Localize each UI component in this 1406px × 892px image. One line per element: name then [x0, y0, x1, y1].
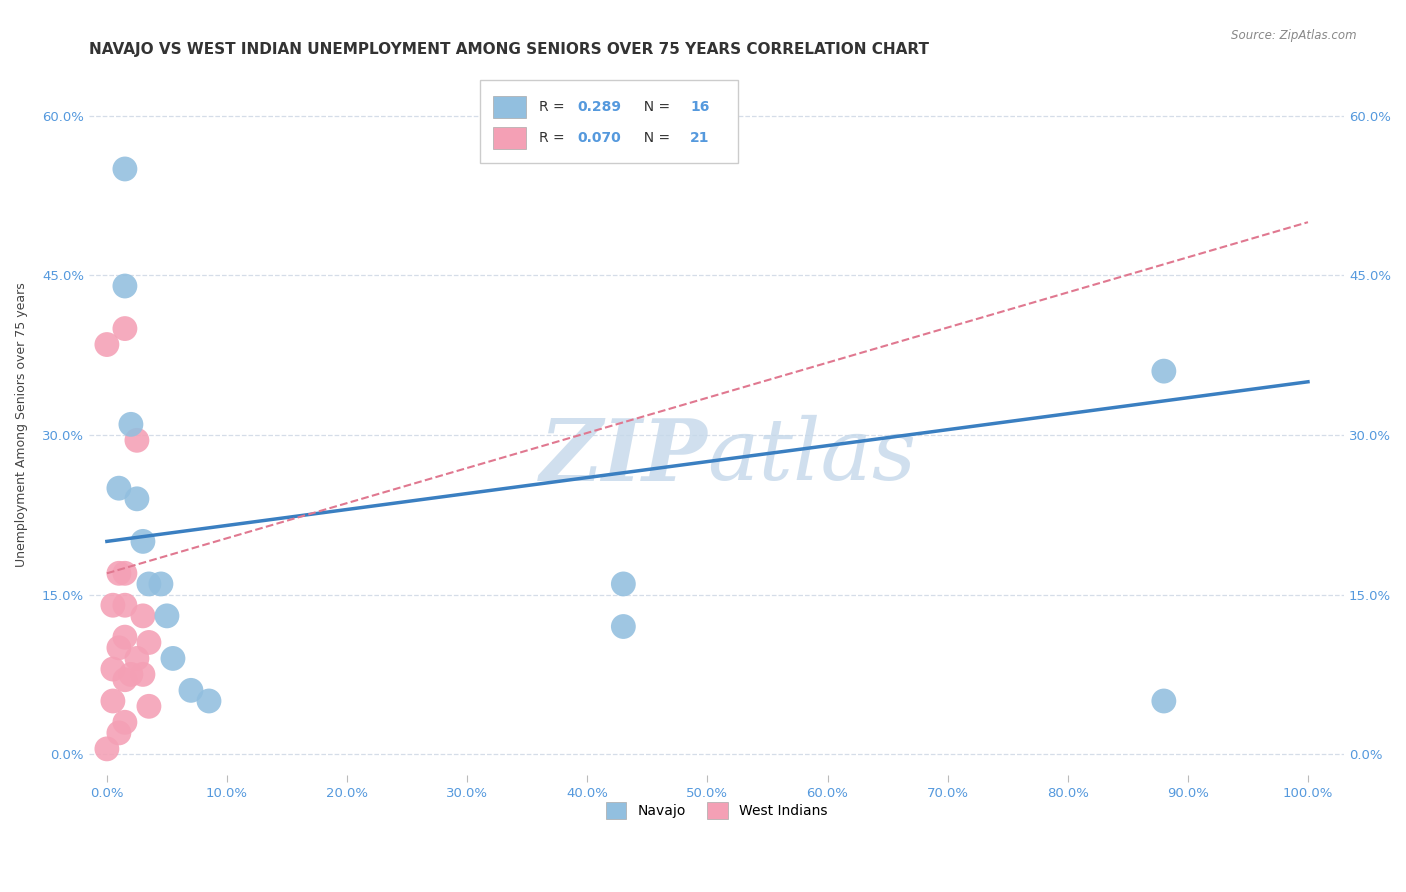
Point: [114, 715, 136, 730]
Point: [96, 742, 118, 756]
Legend: Navajo, West Indians: Navajo, West Indians: [600, 797, 832, 825]
Text: 16: 16: [690, 100, 710, 114]
Point: [156, 608, 179, 623]
Point: [120, 417, 142, 432]
Point: [108, 481, 131, 495]
Point: [96, 337, 118, 351]
Y-axis label: Unemployment Among Seniors over 75 years: Unemployment Among Seniors over 75 years: [15, 282, 28, 566]
Text: R =: R =: [540, 131, 569, 145]
Point: [132, 667, 155, 681]
Point: [114, 161, 136, 176]
Point: [132, 534, 155, 549]
Point: [180, 683, 202, 698]
Point: [101, 662, 124, 676]
Point: [114, 673, 136, 687]
Point: [114, 321, 136, 335]
Text: Source: ZipAtlas.com: Source: ZipAtlas.com: [1232, 29, 1357, 42]
Point: [114, 566, 136, 581]
Point: [138, 635, 160, 649]
Point: [125, 434, 148, 448]
Point: [162, 651, 184, 665]
Point: [149, 577, 172, 591]
Point: [198, 694, 221, 708]
Point: [101, 599, 124, 613]
Text: 0.289: 0.289: [576, 100, 621, 114]
Point: [138, 699, 160, 714]
Point: [108, 566, 131, 581]
Point: [108, 640, 131, 655]
FancyBboxPatch shape: [494, 127, 526, 149]
Text: NAVAJO VS WEST INDIAN UNEMPLOYMENT AMONG SENIORS OVER 75 YEARS CORRELATION CHART: NAVAJO VS WEST INDIAN UNEMPLOYMENT AMONG…: [89, 42, 929, 57]
Text: ZIP: ZIP: [540, 415, 707, 498]
Text: N =: N =: [636, 131, 675, 145]
Text: 21: 21: [690, 131, 710, 145]
Text: R =: R =: [540, 100, 569, 114]
Point: [101, 694, 124, 708]
Point: [132, 608, 155, 623]
Point: [138, 577, 160, 591]
Point: [125, 651, 148, 665]
Point: [108, 726, 131, 740]
Point: [114, 279, 136, 293]
Point: [612, 577, 634, 591]
Point: [1153, 364, 1175, 378]
Text: N =: N =: [636, 100, 675, 114]
FancyBboxPatch shape: [494, 95, 526, 118]
Text: atlas: atlas: [707, 415, 917, 498]
Text: 0.070: 0.070: [576, 131, 621, 145]
Point: [612, 619, 634, 633]
Point: [1153, 694, 1175, 708]
Point: [114, 630, 136, 644]
FancyBboxPatch shape: [481, 80, 738, 163]
Point: [120, 667, 142, 681]
Point: [125, 491, 148, 506]
Point: [114, 599, 136, 613]
